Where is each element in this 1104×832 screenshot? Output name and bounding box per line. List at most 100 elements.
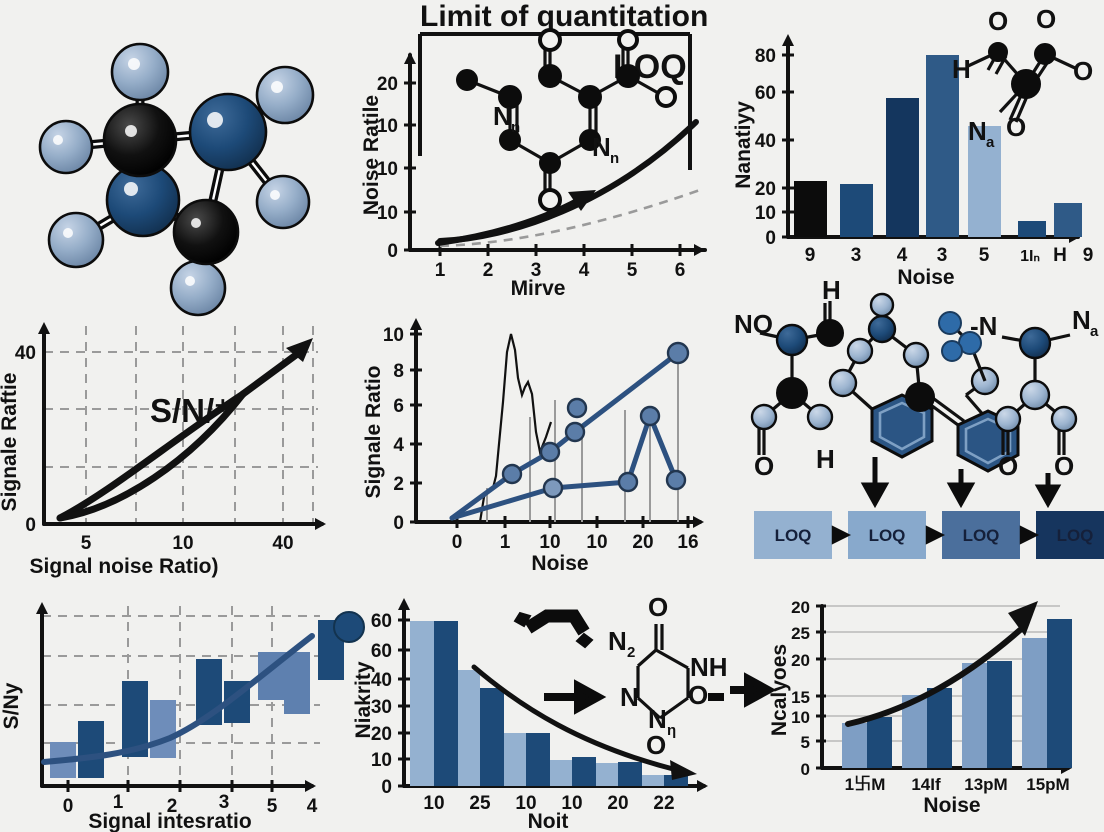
x-tick-labels: 1 2 3 4 5 6: [435, 260, 686, 281]
x-axis-arrow: [305, 780, 316, 792]
x-axis-label: Signal intesratio: [88, 810, 251, 832]
y-axis-label: Signale Ratio: [362, 365, 385, 498]
sn-curve-upper: [56, 390, 247, 522]
panel-title: Limit of quantitation: [420, 0, 708, 33]
svg-text:10: 10: [561, 793, 582, 814]
inset-label-o-2: O: [1036, 4, 1056, 34]
benzene-inner-left: [878, 401, 926, 451]
svg-text:H: H: [1053, 245, 1067, 266]
bar-light-3: [548, 760, 572, 786]
atom-o: [902, 341, 930, 369]
svg-text:3: 3: [531, 260, 542, 281]
bar-0: [794, 181, 827, 237]
bar-light-4: [594, 763, 618, 786]
label-h-1: H: [822, 275, 841, 305]
svg-text:0: 0: [765, 228, 776, 249]
svg-text:3: 3: [219, 792, 230, 813]
svg-text:20: 20: [632, 532, 653, 553]
svg-text:8: 8: [393, 361, 404, 382]
bars-dark: [867, 619, 1072, 768]
panel-reaction-mid-right: NO H H O: [730, 275, 1104, 580]
atom-o: [869, 292, 895, 318]
y-ticks: [404, 81, 416, 252]
x-axis-arrow: [693, 516, 704, 528]
x-tick-labels: 10 25 10 10 20 22: [423, 793, 674, 814]
svg-text:15pM: 15pM: [1026, 775, 1069, 794]
sn-arrow-shaft: [239, 348, 304, 398]
svg-text:10: 10: [586, 532, 607, 553]
marker-point: [539, 441, 561, 463]
svg-text:60: 60: [755, 83, 776, 104]
atom-o: [1019, 379, 1051, 411]
fragment-left: NO H H O: [734, 275, 844, 481]
panel-decay-bottom-center: 0 10 20 30 40 60 60: [352, 578, 732, 832]
y-ticks: [782, 53, 794, 239]
loq-box-2[interactable]: [942, 511, 1020, 559]
loq-box-0[interactable]: [754, 511, 832, 559]
svg-text:2: 2: [167, 796, 178, 817]
svg-text:1: 1: [435, 260, 446, 281]
atom-o: [828, 368, 858, 398]
y-tick-labels: 0 10 10 10 20: [377, 74, 398, 262]
bar-6: [1018, 221, 1046, 237]
svg-text:10: 10: [515, 793, 536, 814]
svg-text:15: 15: [791, 688, 810, 707]
label-o-r2: O: [1054, 451, 1074, 481]
x-tick-labels: 1࿕M 14Іf 13pM 15pM: [845, 775, 1070, 794]
atom-o: [750, 403, 778, 431]
reference-dashed-curve: [439, 188, 701, 248]
inset-structure: N n N n: [456, 28, 677, 212]
loq-box-1[interactable]: [848, 511, 926, 559]
ring-sub: η: [667, 722, 676, 739]
x-axis-label: Noise: [531, 552, 588, 575]
panel-loq-curve: Limit of quantitation LOQ: [360, 0, 730, 300]
svg-text:0: 0: [63, 796, 74, 817]
trend-line: [41, 633, 315, 765]
atom-n: [775, 323, 809, 357]
cluster-fragment: [938, 311, 987, 382]
loq-curve-chart: Limit of quantitation LOQ: [360, 0, 708, 300]
bar-light-2: [502, 733, 526, 786]
bars: [794, 55, 1082, 237]
atom-o: [846, 337, 874, 365]
label-no: NO: [734, 309, 773, 339]
bar-dark-0: [867, 717, 892, 768]
svg-text:10: 10: [755, 203, 776, 224]
inset-label-o-3: O: [1073, 56, 1093, 86]
bar-dark-1: [480, 688, 504, 786]
sn-arrow-head: [286, 338, 313, 362]
inset-label-o-1: O: [988, 6, 1008, 36]
series-markers: [501, 341, 690, 499]
bar-light-1: [456, 670, 480, 786]
bar-light-0: [842, 723, 867, 768]
loq-box-label-3: LOQ: [1057, 526, 1094, 545]
bar-4: [968, 126, 1001, 237]
x-axis-arrow: [697, 780, 708, 792]
panel-bars-bottom-right: 0 5 10 15 20 25 20: [730, 578, 1104, 832]
fragment-right: -N N a O O: [970, 305, 1099, 481]
svg-text:6: 6: [393, 396, 404, 417]
reaction-diagram: NO H H O: [734, 275, 1104, 559]
y-axis-label: Noise Ratile: [360, 95, 383, 215]
inset-label-h: H: [952, 54, 971, 84]
molecule-atoms: [38, 42, 315, 317]
svg-text:40: 40: [272, 533, 293, 554]
x-axis-label: Noise: [923, 794, 980, 817]
y-axis-label: Niakrity: [352, 661, 375, 738]
svg-text:10: 10: [791, 708, 810, 727]
stems: [486, 352, 679, 522]
catalyst-end-left: [513, 611, 532, 628]
svg-text:14Іf: 14Іf: [911, 775, 941, 794]
y-axis-arrow: [782, 34, 794, 46]
x-tick-labels: 5 10 40: [81, 533, 294, 554]
bar-light-2: [962, 663, 987, 768]
svg-text:25: 25: [469, 793, 491, 814]
loq-box-label-1: LOQ: [869, 526, 906, 545]
panel-scatter-mid: 0 2 4 6 8 10 0 1 10 10 20 16: [360, 292, 730, 580]
inset-structure: H O O O O N a: [952, 4, 1093, 151]
loq-box-3[interactable]: [1036, 511, 1104, 559]
atom-n: [1018, 326, 1052, 360]
combo-chart: 0 1 2 3 5 4 Signal intesratio S/Nу: [0, 602, 365, 832]
y-tick-labels: 0 40: [15, 343, 36, 536]
bar-1: [78, 721, 104, 778]
